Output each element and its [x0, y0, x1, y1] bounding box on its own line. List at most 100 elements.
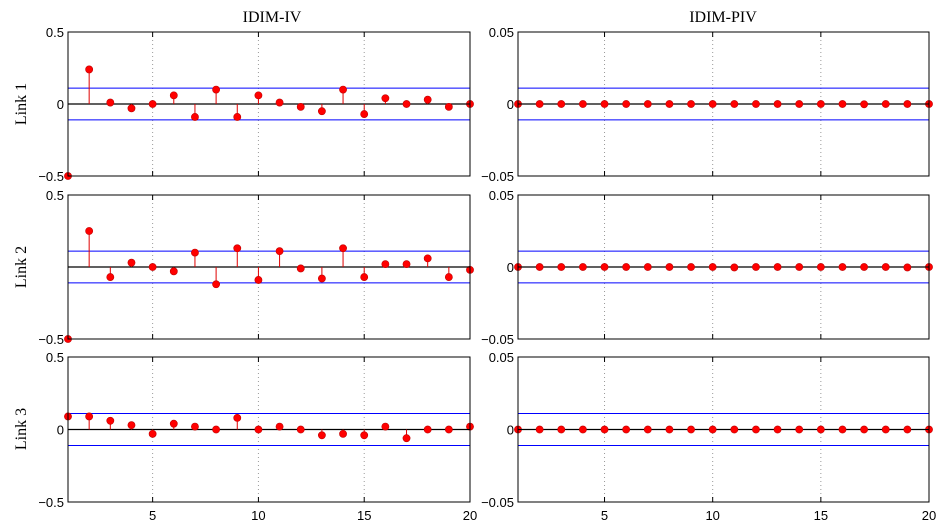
- y-tick-label: −0.5: [38, 495, 64, 510]
- x-tick-label: 10: [705, 508, 719, 523]
- stem-marker: [838, 100, 847, 108]
- stem-marker: [578, 425, 587, 434]
- x-tick-label: 5: [149, 508, 156, 523]
- stem-marker: [773, 425, 782, 434]
- row-label-link-3: Link 3: [13, 408, 30, 450]
- stem-marker: [535, 100, 544, 108]
- stem-marker: [665, 263, 674, 271]
- stem-marker: [127, 258, 136, 267]
- stem-marker: [106, 98, 115, 107]
- stem-marker: [708, 263, 717, 271]
- y-tick-label: −0.5: [38, 332, 64, 347]
- stem-marker: [643, 100, 652, 108]
- y-tick-label: 0.5: [46, 25, 64, 40]
- stem-marker: [254, 91, 263, 100]
- stem-marker: [578, 100, 587, 108]
- stem-marker: [838, 425, 847, 434]
- stem-marker: [85, 227, 94, 235]
- stem-marker: [212, 425, 221, 434]
- stem-marker: [423, 254, 432, 263]
- y-tick-label: 0.05: [489, 188, 514, 203]
- x-tick-label: 5: [601, 508, 608, 523]
- y-tick-label: −0.05: [481, 495, 514, 510]
- stem-marker: [296, 102, 305, 111]
- stem-marker: [317, 274, 326, 283]
- stem-marker: [444, 102, 453, 111]
- stem-marker: [881, 263, 890, 271]
- stem-marker: [296, 425, 305, 434]
- stem-marker: [296, 264, 305, 273]
- y-tick-label: 0: [507, 260, 514, 275]
- stem-marker: [838, 263, 847, 271]
- stem-marker: [600, 100, 609, 108]
- y-tick-label: 0: [507, 423, 514, 438]
- stem-marker: [622, 263, 631, 271]
- stem-marker: [860, 100, 869, 109]
- panel-r1-c2: 0.05 0 −0.05: [481, 25, 933, 184]
- stem-marker: [816, 100, 825, 108]
- stem-marker: [578, 263, 587, 271]
- panel-r2-c1: 0.5 −0.5: [38, 188, 474, 347]
- y-tick-label: 0: [57, 423, 64, 438]
- stem-marker: [557, 425, 566, 434]
- stem-marker: [212, 85, 221, 94]
- stem-marker: [233, 413, 242, 422]
- stem-marker: [773, 263, 782, 271]
- stem-marker: [881, 425, 890, 434]
- stem-marker: [85, 412, 94, 421]
- stem-marker: [557, 100, 566, 108]
- stem-marker: [600, 263, 609, 271]
- stem-marker: [360, 431, 369, 440]
- stem-marker: [860, 263, 869, 271]
- stem-marker: [169, 419, 178, 428]
- x-tick-label: 20: [463, 508, 477, 523]
- stem-marker: [191, 422, 199, 431]
- stem-marker: [687, 263, 695, 271]
- y-tick-label: 0: [507, 97, 514, 112]
- row-label-link-2: Link 2: [13, 246, 30, 288]
- stem-marker: [535, 263, 544, 271]
- stem-marker: [169, 267, 178, 276]
- stem-marker: [191, 113, 199, 121]
- stem-marker: [212, 280, 221, 289]
- stem-marker: [339, 244, 347, 253]
- stem-marker: [795, 425, 804, 434]
- stem-marker: [444, 273, 453, 281]
- stem-marker: [85, 65, 94, 74]
- stem-marker: [708, 425, 717, 434]
- y-tick-label: 0.5: [46, 188, 64, 203]
- stem-marker: [665, 100, 674, 108]
- stem-marker: [730, 263, 739, 272]
- stem-marker: [444, 425, 453, 434]
- stem-marker: [773, 100, 782, 108]
- stem-marker: [643, 263, 652, 271]
- stem-marker: [275, 98, 284, 107]
- panel-r1-c1: 0.5 0 −0.5: [38, 25, 474, 184]
- y-tick-label: 0.5: [46, 350, 64, 365]
- stem-marker: [816, 425, 825, 434]
- y-tick-label: 0.05: [489, 350, 514, 365]
- column-title-idim-piv: IDIM-PIV: [689, 9, 757, 26]
- stem-marker: [795, 263, 804, 271]
- stem-marker: [752, 263, 760, 271]
- stem-marker: [402, 434, 411, 443]
- row-label-link-1: Link 1: [13, 83, 30, 125]
- stem-marker: [708, 100, 717, 108]
- stem-marker: [148, 100, 157, 108]
- stem-marker: [752, 425, 760, 434]
- stem-marker: [402, 100, 411, 108]
- stem-marker: [127, 421, 136, 430]
- stem-marker: [381, 422, 390, 431]
- stem-marker: [381, 94, 390, 103]
- stem-marker: [191, 248, 199, 257]
- stem-marker: [881, 100, 890, 108]
- stem-marker: [903, 263, 912, 272]
- y-tick-label: −0.05: [481, 169, 514, 184]
- stem-marker: [643, 425, 652, 434]
- stem-marker: [360, 110, 369, 118]
- stem-marker: [360, 273, 369, 281]
- stem-marker: [622, 100, 631, 108]
- stem-marker: [752, 100, 760, 108]
- x-tick-label: 10: [251, 508, 265, 523]
- stem-marker: [317, 431, 326, 440]
